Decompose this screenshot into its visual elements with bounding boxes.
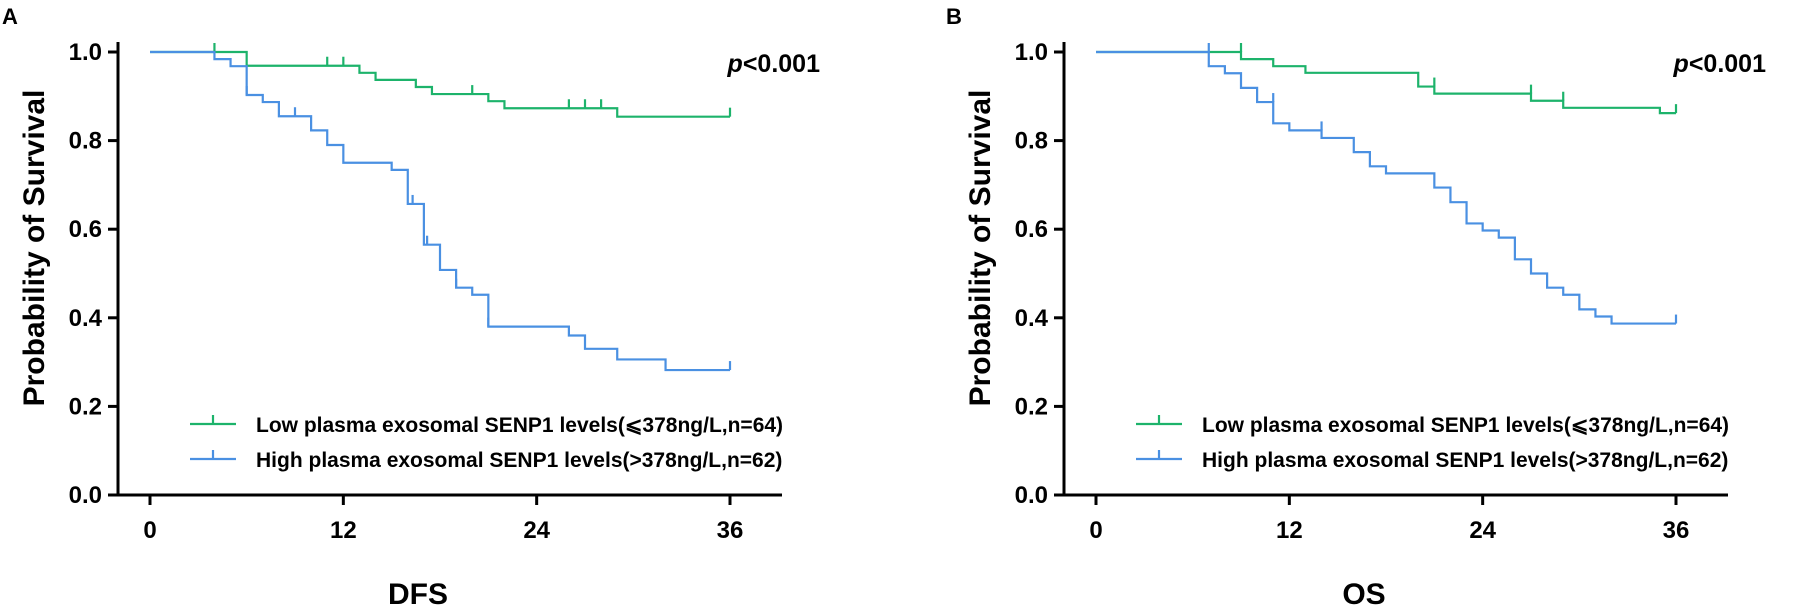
panel-a-x-axis-title: DFS [388, 578, 448, 611]
panel-b-p-value: p<0.001 [1673, 50, 1767, 78]
panel-a-x-tick-label: 12 [330, 517, 357, 544]
panel-b-legend-label-low: Low plasma exosomal SENP1 levels(⩽378ng/… [1202, 414, 1729, 437]
panel-b-y-tick-label: 0.8 [1015, 128, 1048, 155]
panel-b-x-tick-label: 36 [1663, 517, 1690, 544]
panel-a-y-axis-title: Probability of Survival [18, 90, 51, 407]
panel-b-y-tick-label: 1.0 [1015, 39, 1048, 66]
panel-b-letter: B [946, 4, 962, 29]
panel-b-curve-low [1096, 50, 1676, 115]
panel-a-curve-high [150, 50, 730, 372]
panel-a-legend: Low plasma exosomal SENP1 levels(⩽378ng/… [190, 414, 783, 472]
panel-b-y-tick-label: 0.2 [1015, 393, 1048, 420]
panel-a-p-value: p<0.001 [727, 50, 821, 78]
panel-a-letter: A [2, 4, 18, 29]
panel-b-y-axis-title: Probability of Survival [964, 90, 997, 407]
panel-a-y-tick-label: 0.6 [69, 216, 102, 243]
panel-a-axes: 0.0 0.2 0.4 0.6 0.8 1.0 0 12 24 36 [69, 39, 782, 544]
panel-b-curve-high [1096, 50, 1676, 325]
panel-b-p-symbol: p [1673, 50, 1689, 78]
panel-b-p-number: <0.001 [1689, 50, 1766, 78]
panel-a-x-tick-label: 24 [523, 517, 550, 544]
panel-a-chart: A Probability of Survival DFS p<0.001 Lo… [2, 4, 820, 611]
panel-a-y-tick-label: 0.0 [69, 482, 102, 509]
panel-a-x-tick-label: 0 [143, 517, 156, 544]
panel-a-x-tick-label: 36 [717, 517, 744, 544]
panel-b-x-axis-title: OS [1342, 578, 1385, 611]
panel-b-x-tick-label: 24 [1469, 517, 1496, 544]
panel-a-legend-label-high: High plasma exosomal SENP1 levels(>378ng… [256, 449, 782, 472]
panel-b-legend-label-high: High plasma exosomal SENP1 levels(>378ng… [1202, 449, 1728, 472]
panel-b-y-tick-label: 0.0 [1015, 482, 1048, 509]
panel-a-y-tick-label: 0.8 [69, 128, 102, 155]
panel-a-legend-label-low: Low plasma exosomal SENP1 levels(⩽378ng/… [256, 414, 783, 437]
panel-b-chart: B Probability of Survival OS p<0.001 Low… [946, 4, 1766, 611]
panel-a-y-tick-label: 0.4 [69, 305, 103, 332]
panel-b-axes: 0.0 0.2 0.4 0.6 0.8 1.0 0 12 24 36 [1015, 39, 1728, 544]
panel-b-legend: Low plasma exosomal SENP1 levels(⩽378ng/… [1136, 414, 1729, 472]
panel-b-x-tick-label: 0 [1089, 517, 1102, 544]
panel-b-y-tick-label: 0.4 [1015, 305, 1049, 332]
panel-a-y-tick-label: 1.0 [69, 39, 102, 66]
panel-a-p-symbol: p [727, 50, 743, 78]
panel-a-y-tick-label: 0.2 [69, 393, 102, 420]
panel-b-y-tick-label: 0.6 [1015, 216, 1048, 243]
panel-a-curve-low [150, 50, 730, 118]
panel-b-x-tick-label: 12 [1276, 517, 1303, 544]
panel-a-p-number: <0.001 [743, 50, 820, 78]
